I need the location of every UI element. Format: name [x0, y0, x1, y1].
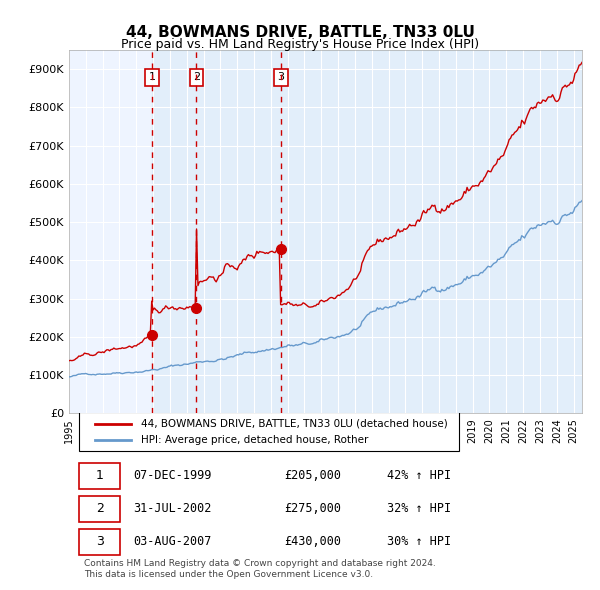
Text: £205,000: £205,000: [284, 470, 341, 483]
FancyBboxPatch shape: [79, 463, 121, 489]
Text: 42% ↑ HPI: 42% ↑ HPI: [387, 470, 451, 483]
Text: £275,000: £275,000: [284, 503, 341, 516]
Text: 2: 2: [193, 73, 200, 83]
Text: Contains HM Land Registry data © Crown copyright and database right 2024.: Contains HM Land Registry data © Crown c…: [85, 559, 436, 568]
Text: 1: 1: [148, 73, 155, 83]
Text: 44, BOWMANS DRIVE, BATTLE, TN33 0LU: 44, BOWMANS DRIVE, BATTLE, TN33 0LU: [125, 25, 475, 40]
Text: 32% ↑ HPI: 32% ↑ HPI: [387, 503, 451, 516]
Text: 30% ↑ HPI: 30% ↑ HPI: [387, 535, 451, 548]
FancyBboxPatch shape: [79, 412, 459, 451]
Text: HPI: Average price, detached house, Rother: HPI: Average price, detached house, Roth…: [141, 435, 368, 445]
Text: 2: 2: [96, 503, 104, 516]
Text: This data is licensed under the Open Government Licence v3.0.: This data is licensed under the Open Gov…: [85, 571, 374, 579]
Text: 3: 3: [277, 73, 284, 83]
Text: 07-DEC-1999: 07-DEC-1999: [133, 470, 212, 483]
Text: 03-AUG-2007: 03-AUG-2007: [133, 535, 212, 548]
FancyBboxPatch shape: [79, 529, 121, 555]
Text: 1: 1: [96, 470, 104, 483]
Text: 3: 3: [96, 535, 104, 548]
FancyBboxPatch shape: [79, 496, 121, 522]
Text: 44, BOWMANS DRIVE, BATTLE, TN33 0LU (detached house): 44, BOWMANS DRIVE, BATTLE, TN33 0LU (det…: [141, 419, 448, 429]
Text: £430,000: £430,000: [284, 535, 341, 548]
Text: Price paid vs. HM Land Registry's House Price Index (HPI): Price paid vs. HM Land Registry's House …: [121, 38, 479, 51]
Bar: [152, 50, 582, 413]
Text: 31-JUL-2002: 31-JUL-2002: [133, 503, 212, 516]
